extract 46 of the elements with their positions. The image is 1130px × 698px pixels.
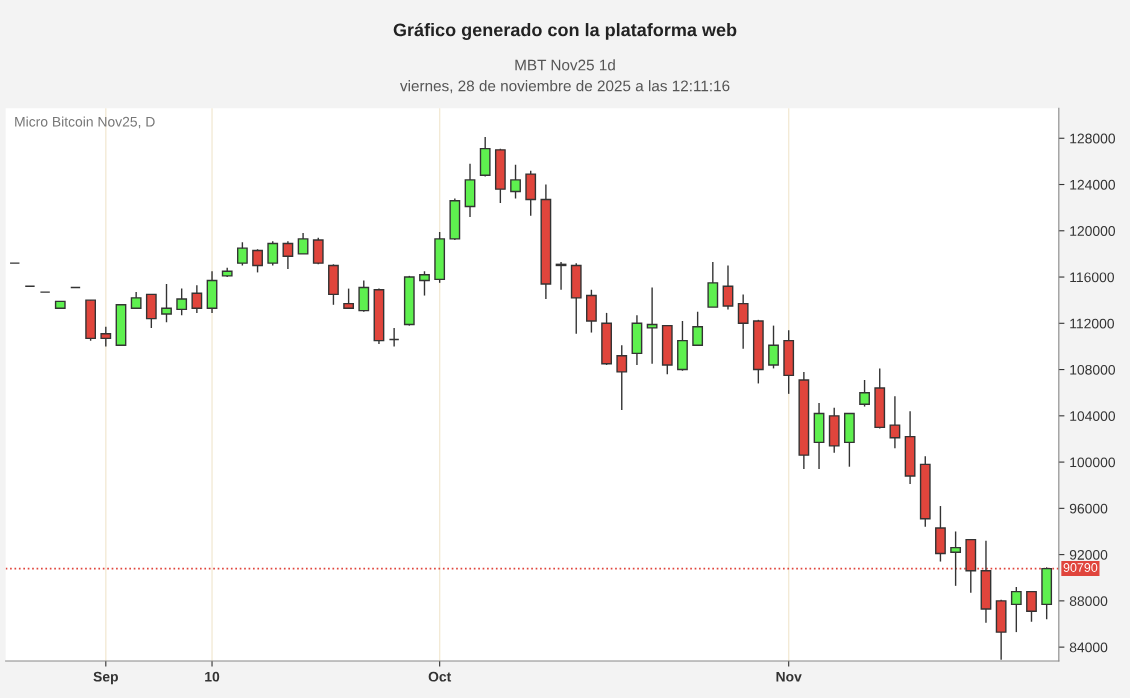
- candlestick: [312, 237, 324, 266]
- chart-title: Gráfico generado con la plataforma web: [393, 22, 737, 40]
- candlestick: [236, 241, 248, 267]
- y-tick-label: 92000: [1069, 549, 1108, 560]
- candlestick: [161, 283, 172, 323]
- y-tick-label: 96000: [1069, 503, 1108, 514]
- y-tick-label: 112000: [1070, 318, 1115, 329]
- candlestick: [191, 284, 203, 314]
- x-tick-label: Nov: [776, 671, 802, 682]
- y-tick-label: 88000: [1069, 596, 1108, 607]
- candlestick: [950, 530, 962, 587]
- y-tick-label: 128000: [1070, 133, 1116, 144]
- y-tick-label: 116000: [1070, 272, 1115, 283]
- candlestick: [282, 240, 294, 270]
- candlestick: [267, 240, 279, 267]
- annotation: Micro Bitcoin Nov25, D: [15, 116, 155, 129]
- candlestick: [722, 264, 734, 311]
- candlestick: [419, 270, 430, 297]
- candlestick: [737, 293, 749, 350]
- candlestick: [768, 324, 779, 370]
- chart-subtitle: MBT Nov25 1d viernes, 28 de noviembre de 2025 a las 12:11:16: [400, 59, 730, 94]
- candlestick: [616, 344, 628, 411]
- ref-line-label: 90790: [1063, 563, 1098, 572]
- candlestick: [343, 287, 355, 309]
- candlestick: [100, 326, 112, 348]
- x-tick-label: 10: [205, 671, 220, 682]
- x-tick-label: Oct: [428, 671, 452, 682]
- candlestick: [358, 279, 370, 313]
- x-tick-label: Sep: [93, 671, 118, 685]
- y-tick-label: 120000: [1070, 226, 1116, 236]
- candlestick: [692, 311, 704, 346]
- candlestick: [176, 287, 188, 316]
- y-tick-label: 124000: [1070, 179, 1116, 190]
- candlestick: [646, 286, 658, 365]
- y-tick-label: 108000: [1070, 364, 1116, 375]
- candlestick: [1010, 586, 1022, 633]
- candlestick: [388, 327, 400, 348]
- candlestick: [859, 379, 870, 408]
- candlestick: [252, 248, 263, 274]
- y-tick-label: 100000: [1070, 457, 1116, 468]
- candlestick: [510, 164, 521, 200]
- candlestick: [297, 232, 309, 255]
- candlestick: [889, 395, 901, 449]
- y-tick-label: 84000: [1069, 642, 1108, 653]
- candlestick: [1026, 590, 1037, 623]
- y-tick-label: 104000: [1070, 411, 1116, 421]
